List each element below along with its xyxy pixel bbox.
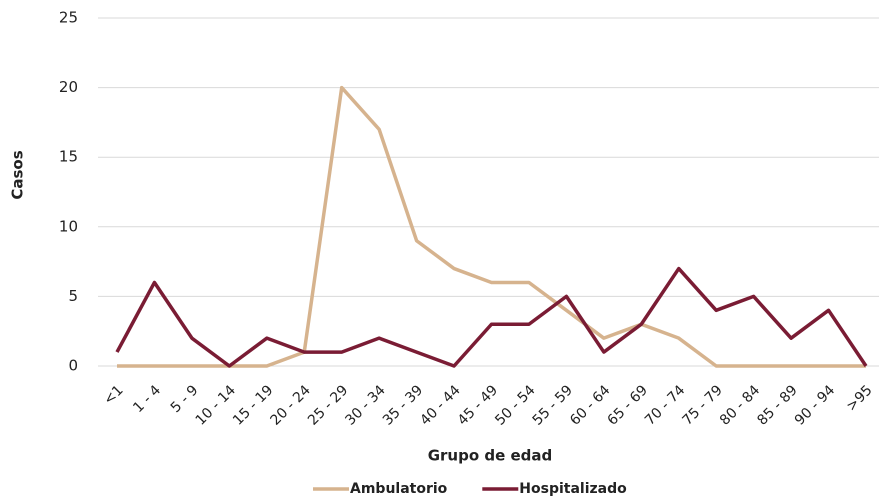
series-line: [115, 266, 868, 368]
x-tick-label: 90 - 94: [792, 382, 838, 428]
y-tick-label: 10: [59, 217, 78, 235]
x-tick-label: 30 - 34: [342, 382, 388, 428]
y-tick-label: 0: [68, 357, 78, 375]
y-tick-label: 25: [59, 9, 78, 27]
x-tick-label: 20 - 24: [268, 382, 314, 428]
x-axis-label: Grupo de edad: [428, 447, 553, 465]
y-axis-label: Casos: [9, 150, 27, 199]
x-tick-label: >95: [843, 382, 875, 414]
y-tick-label: 20: [59, 78, 78, 96]
x-tick-label: 50 - 54: [492, 382, 538, 428]
x-tick-label: 60 - 64: [567, 382, 613, 428]
x-tick-label: 70 - 74: [642, 382, 688, 428]
x-tick-label: <1: [101, 382, 127, 408]
x-tick-label: 35 - 39: [380, 382, 426, 428]
x-tick-label: 75 - 79: [679, 382, 725, 428]
legend-label: Hospitalizado: [519, 481, 627, 496]
legend-label: Ambulatorio: [350, 481, 448, 496]
x-tick-label: 65 - 69: [605, 382, 651, 428]
series-line: [117, 85, 866, 368]
x-tick-label: 5 - 9: [168, 382, 202, 416]
x-tick-label: 80 - 84: [717, 382, 763, 428]
y-tick-label: 15: [59, 148, 78, 166]
x-tick-label: 55 - 59: [530, 382, 576, 428]
x-tick-label: 40 - 44: [417, 382, 463, 428]
y-tick-label: 5: [68, 287, 78, 305]
x-tick-label: 1 - 4: [130, 382, 164, 416]
x-tick-label: 85 - 89: [754, 382, 800, 428]
x-tick-label: 45 - 49: [455, 382, 501, 428]
x-tick-label: 25 - 29: [305, 382, 351, 428]
x-tick-label: 10 - 14: [193, 382, 239, 428]
x-tick-label: 15 - 19: [230, 382, 276, 428]
